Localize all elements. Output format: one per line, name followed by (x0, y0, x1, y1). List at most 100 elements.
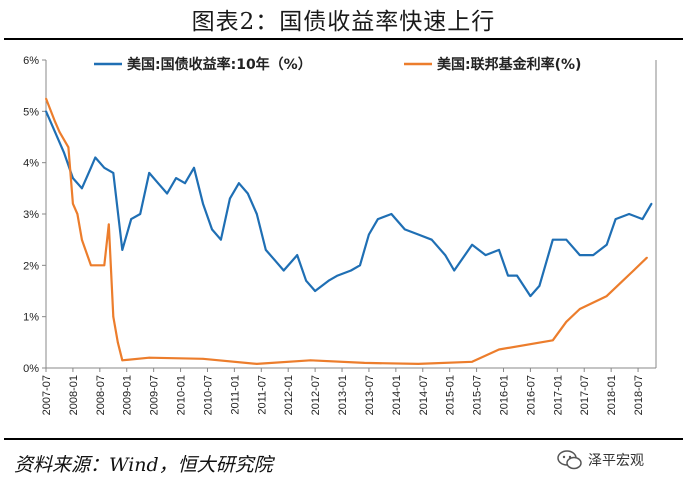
fed-funds-point (67, 146, 70, 149)
fed-funds-point (605, 295, 608, 297)
treasury-10y-point (211, 228, 213, 231)
treasury-10y-point (193, 166, 195, 169)
treasury-10y-point (103, 166, 106, 169)
treasury-10y-point (94, 156, 97, 159)
x-axis: 2007-07 2008-01 2008-07 2009-01 2009-07 2010-… (41, 368, 645, 415)
x-tick-label: 2015-07 (472, 375, 484, 415)
treasury-10y-point (578, 254, 581, 256)
fed-funds-point (45, 97, 47, 100)
treasury-10y-point (166, 192, 169, 195)
treasury-10y-point (507, 274, 509, 277)
fed-funds-point (148, 356, 151, 359)
treasury-10y-point (90, 166, 92, 169)
treasury-10y-point (592, 254, 595, 256)
treasury-10y-point (220, 238, 222, 241)
treasury-10y-point (390, 213, 393, 215)
treasury-10y-point (551, 238, 554, 241)
y-tick-label: 5% (23, 106, 39, 118)
wechat-icon (557, 450, 582, 470)
fed-funds-point (116, 341, 119, 344)
treasury-10y-point (538, 285, 541, 287)
treasury-10y-point (516, 274, 518, 277)
fed-funds-point (58, 131, 61, 133)
treasury-10y-point (130, 218, 133, 221)
x-tick-label: 2015-01 (445, 375, 457, 415)
treasury-10y-point (377, 218, 379, 221)
fed-funds-point (309, 359, 312, 362)
treasury-10y-point (417, 233, 420, 236)
legend-label: 美国:联邦基金利率(%) (437, 56, 581, 73)
treasury-10y-point (327, 279, 330, 282)
series-lines (44, 97, 653, 365)
legend-label: 美国:国债收益率:10年（%） (127, 56, 312, 73)
fed-funds-point (202, 357, 204, 360)
treasury-10y-point (121, 249, 124, 251)
x-tick-label: 2014-07 (418, 375, 430, 415)
fed-funds-point (471, 360, 473, 363)
y-tick-label: 3% (23, 209, 39, 221)
x-tick-label: 2017-07 (579, 375, 591, 415)
treasury-10y-point (296, 254, 299, 256)
treasury-10y-point (255, 213, 258, 215)
y-tick-label: 0% (23, 363, 39, 375)
x-tick-label: 2016-07 (525, 375, 537, 415)
treasury-10y-point (238, 182, 240, 185)
x-tick-label: 2008-07 (95, 375, 107, 415)
treasury-10y-point (282, 269, 285, 272)
x-tick-label: 2011-07 (256, 375, 268, 415)
treasury-10y-point (175, 177, 178, 180)
fed-funds-line (44, 98, 648, 365)
x-tick-label: 2016-01 (499, 375, 511, 415)
fed-funds-point (498, 348, 500, 351)
fed-funds-point (81, 238, 83, 241)
treasury-10y-point (471, 243, 473, 246)
fed-funds-point (255, 363, 258, 365)
fed-funds-point (90, 264, 92, 267)
treasury-10y-point (229, 197, 231, 200)
fed-funds-point (578, 308, 581, 310)
y-axis: 0% 1% 2% 3% 4% 5% 6% (23, 55, 46, 375)
fed-funds-point (107, 223, 110, 226)
chart-title: 图表2：国债收益率快速上行 (191, 9, 496, 35)
treasury-10y-point (112, 172, 115, 174)
source-note: 资料来源：Wind，恒大研究院 (14, 454, 273, 476)
treasury-10y-point (605, 243, 608, 246)
x-tick-label: 2018-01 (606, 375, 618, 415)
treasury-10y-point (336, 274, 339, 277)
treasury-10y-point (484, 254, 487, 256)
footer-rule (4, 438, 683, 440)
treasury-10y-point (148, 172, 151, 174)
x-tick-label: 2009-01 (122, 375, 134, 415)
x-tick-label: 2012-07 (310, 375, 322, 415)
treasury-10y-point (246, 192, 249, 195)
legend: 美国:国债收益率:10年（%） 美国:联邦基金利率(%) (94, 56, 581, 73)
treasury-10y-point (139, 213, 142, 215)
x-tick-label: 2018-07 (633, 375, 645, 415)
treasury-10y-point (444, 254, 447, 256)
treasury-10y-line (44, 110, 653, 298)
x-tick-label: 2014-01 (391, 375, 403, 415)
treasury-10y-point (453, 269, 456, 272)
treasury-10y-point (81, 187, 83, 190)
treasury-10y-point (641, 218, 644, 221)
treasury-10y-point (359, 264, 361, 267)
fed-funds-point (112, 315, 115, 318)
treasury-10y-point (63, 151, 65, 154)
fed-funds-point (632, 269, 635, 272)
fed-funds-point (72, 202, 74, 205)
treasury-10y-point (628, 213, 630, 215)
x-tick-label: 2008-01 (68, 375, 80, 415)
x-tick-label: 2010-07 (202, 375, 214, 415)
treasury-10y-point (157, 182, 160, 185)
fed-funds-point (551, 339, 554, 342)
plot-frame (45, 60, 657, 369)
treasury-10y-point (565, 238, 568, 241)
y-tick-label: 6% (23, 55, 39, 67)
fed-funds-point (103, 264, 106, 267)
x-tick-label: 2011-01 (229, 375, 241, 415)
fed-funds-point (363, 362, 366, 364)
title-rule (4, 38, 683, 40)
x-tick-label: 2013-07 (364, 375, 376, 415)
y-tick-label: 1% (23, 312, 39, 324)
fed-funds-point (76, 213, 79, 215)
